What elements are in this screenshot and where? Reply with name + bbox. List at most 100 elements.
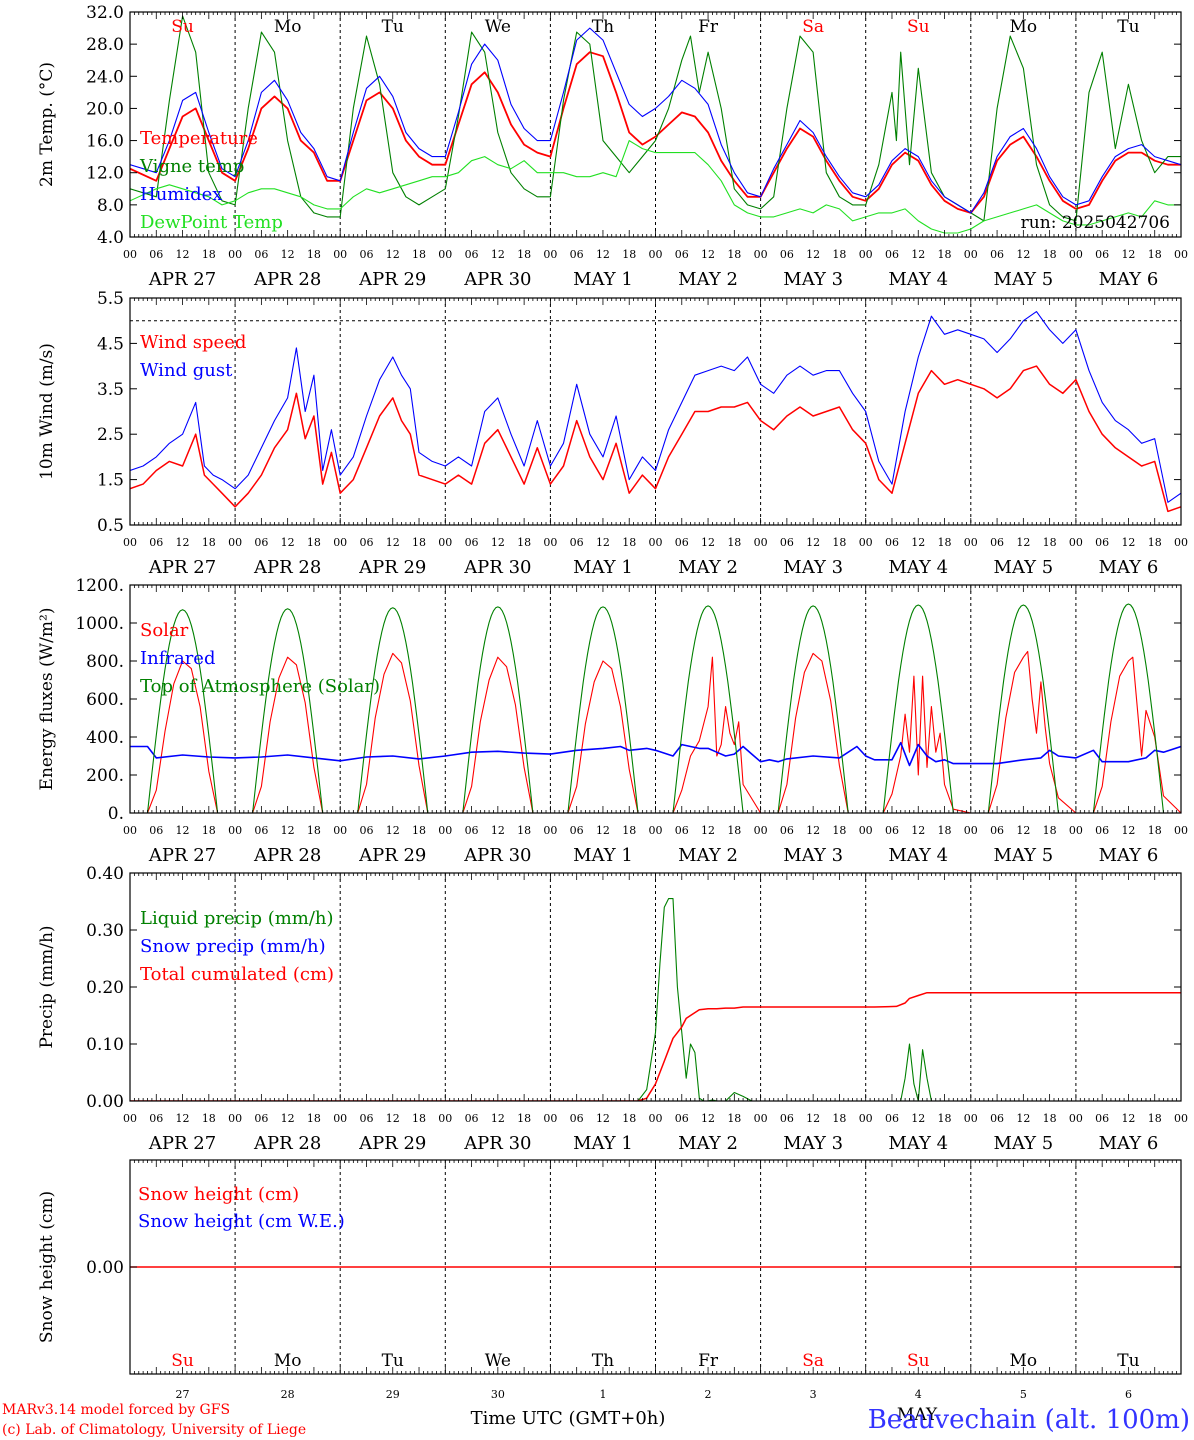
- hour-tick-label: 12: [701, 536, 715, 549]
- panel-snow: 0.00 Snow height (cm) Snow height (cm) Snow…: [37, 1159, 1182, 1401]
- date-label: MAY 2: [678, 1133, 738, 1154]
- hour-tick-label: 18: [412, 824, 426, 837]
- date-label: APR 29: [358, 557, 426, 578]
- hour-tick-label: 12: [176, 536, 190, 549]
- hour-tick-label: 12: [1121, 1112, 1135, 1125]
- hour-tick-label: 12: [176, 1112, 190, 1125]
- y-tick-label: 0.5: [97, 516, 124, 536]
- hour-tick-label: 00: [543, 1112, 557, 1125]
- footer: MARv3.14 model forced by GFS (c) Lab. of…: [2, 1402, 1190, 1438]
- hour-tick-label: 18: [938, 536, 952, 549]
- hour-tick-label: 12: [491, 536, 505, 549]
- hour-tick-label: 00: [123, 1112, 137, 1125]
- hour-tick-label: 06: [465, 824, 479, 837]
- hour-tick-label: 12: [1016, 824, 1030, 837]
- hour-tick-label: 06: [570, 1112, 584, 1125]
- hour-tick-label: 18: [1043, 248, 1057, 261]
- hour-tick-label: 00: [228, 1112, 242, 1125]
- series-energy-1: [130, 741, 1181, 767]
- hour-tick-label: 00: [649, 824, 663, 837]
- weekday-label: Mo: [1010, 1351, 1038, 1371]
- weekday-label: Mo: [1010, 17, 1038, 37]
- hour-tick-label: 18: [938, 248, 952, 261]
- hour-tick-label: 06: [359, 536, 373, 549]
- hour-tick-label: 18: [1043, 1112, 1057, 1125]
- hour-tick-label: 18: [727, 824, 741, 837]
- hour-tick-label: 18: [412, 1112, 426, 1125]
- y-axis-label: Energy fluxes (W/m²): [37, 608, 57, 791]
- month-label: MAY: [897, 1405, 938, 1425]
- hour-tick-label: 06: [675, 1112, 689, 1125]
- date-label: MAY 3: [783, 269, 843, 290]
- hour-tick-label: 06: [359, 824, 373, 837]
- weekday-label: Th: [592, 1351, 614, 1371]
- day-number-label: 28: [281, 1388, 295, 1401]
- hour-tick-label: 00: [754, 248, 768, 261]
- hour-tick-label: 12: [806, 536, 820, 549]
- hour-tick-label: 18: [727, 248, 741, 261]
- hour-tick-label: 00: [438, 248, 452, 261]
- legend-entry: Snow height (cm): [138, 1184, 299, 1205]
- hour-tick-label: 00: [1069, 824, 1083, 837]
- series-temperature-2: [130, 27, 1181, 214]
- hour-tick-label: 00: [228, 248, 242, 261]
- hour-tick-label: 18: [938, 824, 952, 837]
- hour-tick-label: 00: [859, 536, 873, 549]
- weekday-label: Tu: [1117, 17, 1139, 37]
- y-tick-label: 0.00: [86, 1092, 124, 1112]
- hour-tick-label: 00: [333, 248, 347, 261]
- hour-tick-label: 00: [649, 536, 663, 549]
- hour-tick-label: 06: [149, 824, 163, 837]
- hour-tick-label: 00: [964, 536, 978, 549]
- hour-tick-label: 18: [307, 536, 321, 549]
- hour-tick-label: 00: [1069, 248, 1083, 261]
- date-label: MAY 5: [993, 845, 1053, 866]
- hour-tick-label: 00: [1069, 1112, 1083, 1125]
- hour-tick-label: 00: [1174, 248, 1188, 261]
- hour-tick-label: 12: [281, 824, 295, 837]
- series-temperature-3: [130, 140, 1181, 234]
- panel-precip: 0.00 0.10 0.20 0.30 0.40 Precip (mm/h) 00 06 12 1…: [37, 864, 1188, 1154]
- date-label: APR 29: [358, 269, 426, 290]
- date-label: APR 30: [463, 1133, 531, 1154]
- hour-tick-label: 18: [202, 536, 216, 549]
- hour-tick-label: 06: [570, 824, 584, 837]
- date-label: MAY 5: [993, 557, 1053, 578]
- y-tick-label: 16.0: [86, 132, 124, 152]
- date-label: MAY 6: [1099, 557, 1159, 578]
- hour-tick-label: 06: [359, 1112, 373, 1125]
- hour-tick-label: 18: [412, 536, 426, 549]
- hour-tick-label: 00: [859, 248, 873, 261]
- weekday-label: Th: [592, 17, 614, 37]
- day-number-label: 30: [491, 1388, 505, 1401]
- legend-entry: Humidex: [140, 184, 222, 205]
- day-number-label: 29: [386, 1388, 400, 1401]
- hour-tick-label: 00: [543, 824, 557, 837]
- hour-tick-label: 06: [990, 824, 1004, 837]
- hour-tick-label: 18: [727, 536, 741, 549]
- hour-tick-label: 12: [596, 1112, 610, 1125]
- date-label: MAY 2: [678, 845, 738, 866]
- hour-tick-label: 12: [281, 1112, 295, 1125]
- hour-tick-label: 00: [1174, 824, 1188, 837]
- hour-tick-label: 06: [1095, 824, 1109, 837]
- hour-tick-label: 12: [911, 536, 925, 549]
- date-label: APR 28: [253, 269, 321, 290]
- date-label: APR 30: [463, 557, 531, 578]
- hour-tick-label: 06: [1095, 536, 1109, 549]
- hour-tick-label: 18: [1148, 536, 1162, 549]
- hour-tick-label: 18: [307, 248, 321, 261]
- legend-entry: Vigne temp: [139, 156, 244, 177]
- legend-entry: Temperature: [140, 128, 258, 149]
- hour-tick-label: 18: [412, 248, 426, 261]
- hour-tick-label: 18: [832, 824, 846, 837]
- hour-tick-label: 18: [622, 1112, 636, 1125]
- hour-tick-label: 18: [622, 248, 636, 261]
- hour-tick-label: 00: [754, 536, 768, 549]
- hour-tick-label: 18: [1148, 248, 1162, 261]
- run-label: run: 2025042706: [1021, 213, 1170, 233]
- y-tick-label: 24.0: [86, 67, 124, 87]
- hour-tick-label: 00: [859, 1112, 873, 1125]
- date-label: APR 29: [358, 1133, 426, 1154]
- hour-tick-label: 06: [465, 1112, 479, 1125]
